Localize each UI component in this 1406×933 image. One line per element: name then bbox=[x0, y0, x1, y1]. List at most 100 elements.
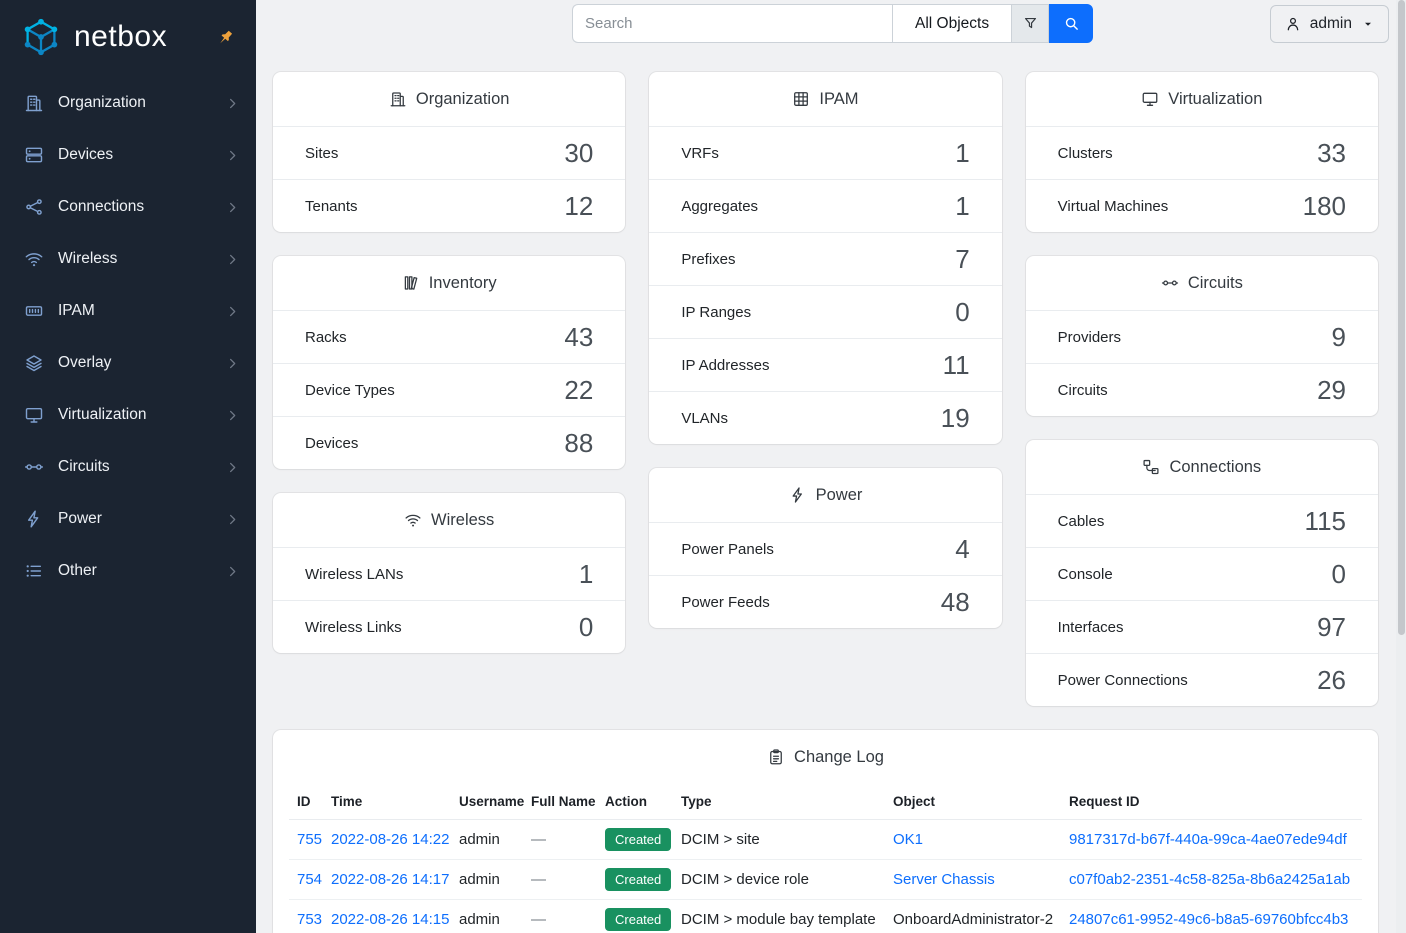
change-id-link[interactable]: 754 bbox=[289, 859, 323, 900]
magnifier-icon bbox=[1063, 15, 1080, 32]
stat-row-power-connections[interactable]: Power Connections 26 bbox=[1025, 653, 1378, 706]
action-badge: Created bbox=[605, 828, 672, 851]
stat-row-clusters[interactable]: Clusters 33 bbox=[1025, 126, 1378, 179]
changelog-column-time: Time bbox=[323, 784, 451, 820]
sidebar-item-other[interactable]: Other bbox=[0, 545, 256, 597]
circuits-icon bbox=[24, 457, 44, 477]
change-object-link[interactable]: OK1 bbox=[885, 819, 1061, 860]
sidebar-item-power[interactable]: Power bbox=[0, 493, 256, 545]
chevron-right-icon bbox=[225, 512, 240, 527]
dashboard-column-3: Virtualization Clusters 33 Virtual Machi… bbox=[1025, 72, 1378, 730]
changelog-table-body: 755 2022-08-26 14:22 admin — Created DCI… bbox=[289, 819, 1362, 933]
sidebar-item-circuits[interactable]: Circuits bbox=[0, 441, 256, 493]
caret-down-icon bbox=[1362, 18, 1374, 30]
stat-row-devices[interactable]: Devices 88 bbox=[273, 416, 626, 469]
search-submit-button[interactable] bbox=[1049, 4, 1094, 43]
other-icon bbox=[24, 561, 44, 581]
chevron-right-icon bbox=[225, 200, 240, 215]
change-time-link[interactable]: 2022-08-26 14:22 bbox=[323, 819, 451, 860]
dashboard-grid: Organization Sites 30 Tenants 12 Invento… bbox=[273, 72, 1378, 730]
dashboard-column-2: IPAM VRFs 1 Aggregates 1 Prefixes 7 IP R… bbox=[649, 72, 1002, 652]
stat-row-wireless-links[interactable]: Wireless Links 0 bbox=[273, 600, 626, 653]
stat-row-tenants[interactable]: Tenants 12 bbox=[273, 179, 626, 232]
stat-row-interfaces[interactable]: Interfaces 97 bbox=[1025, 600, 1378, 653]
changelog-row: 755 2022-08-26 14:22 admin — Created DCI… bbox=[289, 819, 1362, 860]
stat-row-prefixes[interactable]: Prefixes 7 bbox=[649, 232, 1002, 285]
stat-row-ip-ranges[interactable]: IP Ranges 0 bbox=[649, 285, 1002, 338]
stat-row-aggregates[interactable]: Aggregates 1 bbox=[649, 179, 1002, 232]
topbar: All Objects admin bbox=[256, 0, 1406, 47]
change-username: admin bbox=[451, 859, 523, 900]
changelog-title: Change Log bbox=[794, 747, 884, 766]
stat-row-power-panels[interactable]: Power Panels 4 bbox=[649, 522, 1002, 575]
object-type-dropdown[interactable]: All Objects bbox=[892, 4, 1013, 43]
card-circuits: Circuits Providers 9 Circuits 29 bbox=[1025, 256, 1378, 416]
card-header: Inventory bbox=[273, 256, 625, 310]
changelog-header-row: ID Time Username Full Name Action Type Object R… bbox=[289, 784, 1362, 820]
sidebar: netbox Organization Devices Connections … bbox=[0, 0, 256, 933]
change-fullname: — bbox=[523, 819, 597, 860]
stat-row-cables[interactable]: Cables 115 bbox=[1025, 494, 1378, 547]
card-title: Circuits bbox=[1187, 273, 1243, 292]
stat-row-wireless-lans[interactable]: Wireless LANs 1 bbox=[273, 547, 626, 600]
user-menu-button[interactable]: admin bbox=[1269, 5, 1389, 43]
dashboard-column-1: Organization Sites 30 Tenants 12 Invento… bbox=[273, 72, 626, 677]
change-time-link[interactable]: 2022-08-26 14:17 bbox=[323, 859, 451, 900]
chevron-right-icon bbox=[225, 408, 240, 423]
devices-icon bbox=[24, 145, 44, 165]
monitor-icon bbox=[1141, 90, 1159, 108]
search-bar: All Objects bbox=[572, 4, 1094, 43]
change-request-id-link[interactable]: 24807c61-9952-49c6-b8a5-69760bfcc4b3 bbox=[1061, 899, 1362, 933]
stat-row-console[interactable]: Console 0 bbox=[1025, 547, 1378, 600]
change-id-link[interactable]: 753 bbox=[289, 899, 323, 933]
change-type: DCIM > site bbox=[673, 819, 885, 860]
change-request-id-link[interactable]: c07f0ab2-2351-4c58-825a-8b6a2425a1ab bbox=[1061, 859, 1362, 900]
stat-row-providers[interactable]: Providers 9 bbox=[1025, 310, 1378, 363]
sidebar-item-ipam[interactable]: IPAM bbox=[0, 285, 256, 337]
netbox-logo[interactable]: netbox bbox=[0, 0, 256, 67]
stat-row-ip-addresses[interactable]: IP Addresses 11 bbox=[649, 338, 1002, 391]
sidebar-item-connections[interactable]: Connections bbox=[0, 181, 256, 233]
stat-row-circuits[interactable]: Circuits 29 bbox=[1025, 363, 1378, 416]
card-header: Circuits bbox=[1026, 256, 1378, 310]
change-request-id-link[interactable]: 9817317d-b67f-440a-99ca-4ae07ede94df bbox=[1061, 819, 1362, 860]
stat-row-vlans[interactable]: VLANs 19 bbox=[649, 391, 1002, 444]
card-header: IPAM bbox=[649, 72, 1001, 126]
change-object-link[interactable]: Server Chassis bbox=[885, 859, 1061, 900]
sidebar-item-wireless[interactable]: Wireless bbox=[0, 233, 256, 285]
changelog-table: ID Time Username Full Name Action Type Object R… bbox=[289, 784, 1362, 933]
stat-row-vrfs[interactable]: VRFs 1 bbox=[649, 126, 1002, 179]
chevron-right-icon bbox=[225, 356, 240, 371]
sidebar-item-organization[interactable]: Organization bbox=[0, 77, 256, 129]
card-wireless: Wireless Wireless LANs 1 Wireless Links … bbox=[273, 493, 626, 653]
change-action-cell: Created bbox=[597, 819, 673, 860]
stat-row-device-types[interactable]: Device Types 22 bbox=[273, 363, 626, 416]
changelog-column-id: ID bbox=[289, 784, 323, 820]
changelog-card: Change Log ID Time Username Full Name Action… bbox=[273, 730, 1378, 933]
funnel-icon bbox=[1022, 15, 1039, 32]
scrollbar-thumb[interactable] bbox=[1397, 0, 1405, 635]
filter-button[interactable] bbox=[1012, 4, 1050, 43]
stat-row-virtual-machines[interactable]: Virtual Machines 180 bbox=[1025, 179, 1378, 232]
stat-row-racks[interactable]: Racks 43 bbox=[273, 310, 626, 363]
sidebar-item-virtualization[interactable]: Virtualization bbox=[0, 389, 256, 441]
card-title: Connections bbox=[1169, 457, 1262, 476]
action-badge: Created bbox=[605, 868, 672, 891]
scrollbar-track[interactable] bbox=[1396, 0, 1406, 933]
change-id-link[interactable]: 755 bbox=[289, 819, 323, 860]
person-icon bbox=[1285, 16, 1301, 32]
change-time-link[interactable]: 2022-08-26 14:15 bbox=[323, 899, 451, 933]
stat-row-power-feeds[interactable]: Power Feeds 48 bbox=[649, 575, 1002, 628]
card-organization: Organization Sites 30 Tenants 12 bbox=[273, 72, 626, 232]
change-username: admin bbox=[451, 899, 523, 933]
search-input[interactable] bbox=[572, 4, 892, 43]
sidebar-item-overlay[interactable]: Overlay bbox=[0, 337, 256, 389]
changelog-header: Change Log bbox=[273, 730, 1378, 784]
action-badge: Created bbox=[605, 908, 672, 931]
sidebar-item-devices[interactable]: Devices bbox=[0, 129, 256, 181]
cable-icon bbox=[1142, 458, 1160, 476]
card-title: Wireless bbox=[431, 510, 495, 529]
pin-sidebar-button[interactable] bbox=[214, 28, 236, 50]
chevron-right-icon bbox=[225, 96, 240, 111]
stat-row-sites[interactable]: Sites 30 bbox=[273, 126, 626, 179]
